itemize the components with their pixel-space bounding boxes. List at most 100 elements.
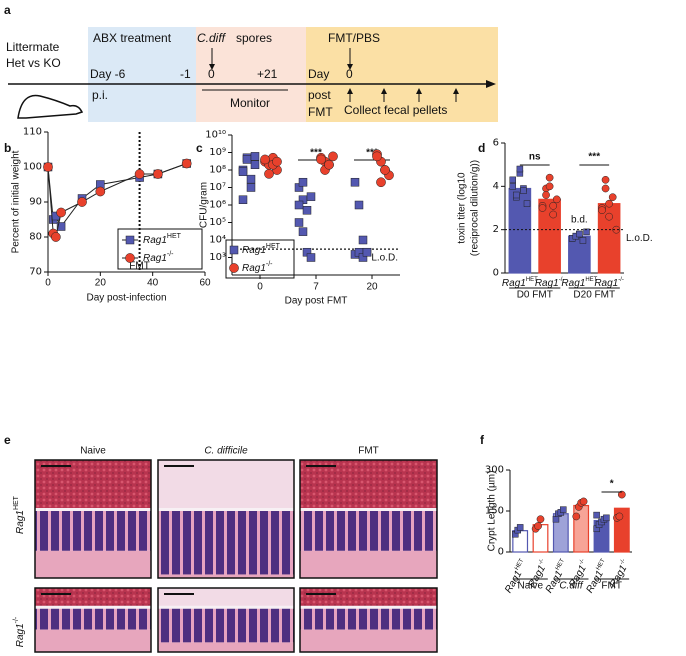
label-sup: HET — [514, 558, 525, 572]
image-border — [34, 587, 152, 653]
histology-image — [157, 459, 295, 579]
marker — [545, 182, 554, 191]
legend-label: Rag1HET — [143, 233, 182, 246]
panel-label: e — [4, 433, 11, 447]
significance: *** — [366, 148, 378, 159]
row-label: Rag1HET — [13, 495, 26, 534]
marker — [238, 167, 248, 176]
marker — [545, 173, 554, 182]
marker — [605, 199, 613, 208]
label-main: Rag1 — [242, 263, 266, 274]
marker — [354, 200, 364, 210]
marker — [523, 200, 531, 207]
y-tick-label: 6 — [493, 138, 499, 149]
marker — [601, 184, 610, 193]
x-axis-label: Day post-infection — [86, 293, 166, 304]
image-border — [299, 459, 438, 579]
marker — [260, 154, 270, 165]
submucosa — [158, 642, 294, 652]
crypts — [158, 509, 294, 575]
legend-label: Rag1-/- — [242, 261, 273, 274]
panel-label: c — [196, 141, 203, 155]
lumen — [35, 460, 151, 510]
label-sup: HET — [585, 277, 597, 283]
day-label: FMT — [308, 105, 333, 119]
marker — [43, 162, 53, 172]
marker — [350, 177, 360, 187]
lumen — [300, 588, 437, 608]
marker — [302, 206, 312, 215]
day-label: Day — [308, 67, 329, 81]
cohort: Het vs KO — [6, 56, 61, 70]
marker — [608, 193, 617, 202]
lumen — [158, 588, 294, 608]
phase-label: FMT/PBS — [328, 31, 380, 45]
marker — [56, 207, 66, 218]
arrow-head — [209, 64, 215, 70]
phase-label: ABX treatment — [93, 31, 172, 45]
day-label: +21 — [257, 67, 278, 81]
y-tick-label: 10⁵ — [209, 217, 226, 228]
legend-marker — [125, 253, 135, 263]
significance: * — [610, 479, 614, 490]
panel-label: a — [4, 3, 11, 17]
category-label: Rag1-/- — [594, 277, 624, 289]
marker — [612, 225, 621, 234]
label-sup: -/- — [167, 251, 174, 258]
y-tick-label: 150 — [485, 506, 504, 517]
crypts — [300, 607, 437, 630]
mouse-icon — [17, 94, 84, 119]
y-axis-label: Crypt Length (µm) — [487, 471, 498, 552]
marker — [153, 169, 163, 179]
x-axis-label: Day post FMT — [285, 296, 348, 307]
arrow-head — [347, 64, 353, 70]
submucosa — [35, 629, 151, 652]
legend-box — [225, 239, 295, 279]
category-label: Rag1HET — [561, 277, 597, 289]
y-tick-label: 10⁹ — [209, 147, 226, 158]
label-sup: HET — [266, 243, 281, 250]
phase-label: C.diff — [197, 31, 227, 45]
histology-image — [34, 587, 152, 653]
marker — [306, 192, 316, 201]
label-sup: -/- — [559, 277, 565, 283]
marker — [516, 165, 524, 173]
column-label: C. difficile — [204, 446, 248, 457]
label-main: Rag1 — [143, 253, 167, 264]
submucosa — [35, 550, 151, 578]
marker — [272, 156, 282, 167]
marker — [250, 160, 260, 169]
timeline-arrow — [486, 80, 496, 88]
marker — [601, 175, 610, 184]
lumen — [300, 460, 437, 510]
significance: ns — [529, 152, 541, 163]
y-tick-label: 10⁶ — [209, 200, 226, 211]
day-label: p.i. — [92, 88, 108, 102]
marker — [298, 227, 308, 236]
image-border — [34, 459, 152, 579]
y-tick-label: 10³ — [209, 252, 226, 263]
x-tick-label: 20 — [95, 278, 107, 289]
marker — [294, 200, 304, 210]
collect-arrow-heads — [347, 88, 459, 94]
y-axis-label: toxin titer (log10 — [457, 172, 468, 244]
y-tick-label: 10⁷ — [209, 182, 226, 193]
panel-a: a Littermate Het vs KO ABX treatment C.d… — [4, 3, 498, 122]
marker — [579, 237, 587, 244]
marker — [264, 169, 274, 179]
abx-box — [88, 27, 196, 122]
marker — [605, 212, 613, 221]
x-tick-label: 20 — [366, 282, 378, 293]
legend-marker — [229, 245, 239, 255]
marker — [77, 197, 87, 207]
marker — [572, 512, 581, 521]
marker — [376, 177, 386, 188]
y-axis-label: (reciprocal dilution/g)) — [470, 160, 481, 256]
label-sup: HET — [526, 277, 538, 283]
day-label: 0 — [346, 67, 353, 81]
panel-label: b — [4, 141, 11, 155]
label-sup: HET — [555, 558, 566, 572]
y-tick-label: 70 — [29, 267, 42, 278]
histology-image — [299, 459, 438, 579]
collect-label: Collect fecal pellets — [344, 103, 447, 117]
